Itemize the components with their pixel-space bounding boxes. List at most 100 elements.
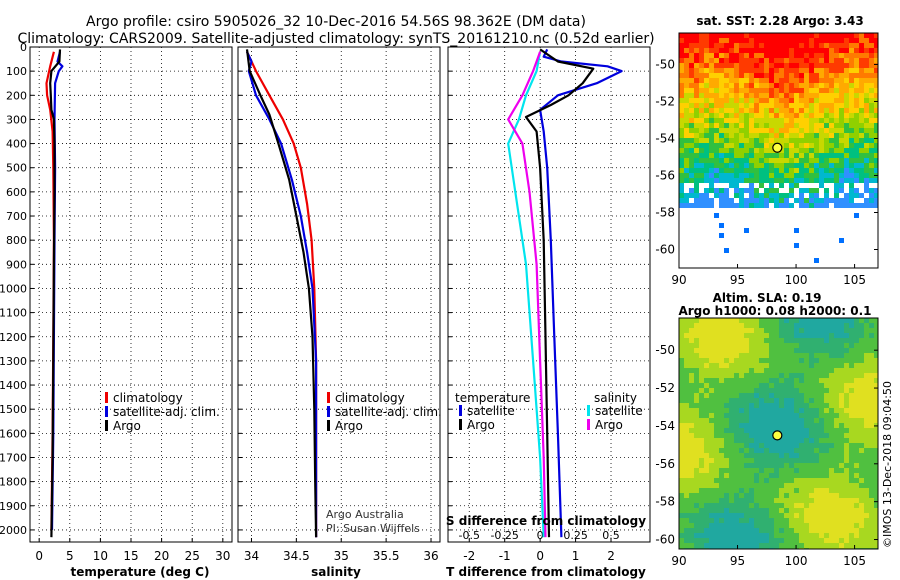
map-cell: [794, 348, 799, 353]
map-cell: [704, 68, 709, 73]
map-cell: [824, 98, 829, 103]
map-cell: [869, 198, 874, 203]
map-cell: [709, 493, 714, 498]
map-cell: [759, 323, 764, 328]
map-cell: [814, 358, 819, 363]
map-cell: [759, 68, 764, 73]
map-cell: [764, 538, 769, 543]
map-cell: [794, 518, 799, 523]
map-cell: [789, 203, 794, 208]
map-cell: [809, 138, 814, 143]
map-cell: [869, 48, 874, 53]
map-cell: [714, 88, 719, 93]
map-cell: [744, 143, 749, 148]
map-cell: [734, 203, 739, 208]
x-tick-label: 25: [185, 549, 200, 563]
map-cell: [839, 528, 844, 533]
map-cell: [834, 458, 839, 463]
map-cell: [719, 433, 724, 438]
map-cell: [729, 83, 734, 88]
map-cell: [754, 493, 759, 498]
map-cell: [774, 343, 779, 348]
map-cell: [689, 463, 694, 468]
map-cell: [759, 448, 764, 453]
map-cell: [694, 63, 699, 68]
map-cell: [839, 83, 844, 88]
map-cell: [694, 488, 699, 493]
series-line-temperature-argo: [524, 48, 595, 538]
map-cell: [724, 468, 729, 473]
map-cell: [719, 48, 724, 53]
map-cell: [829, 328, 834, 333]
map-cell: [804, 133, 809, 138]
map-cell: [784, 448, 789, 453]
map-cell: [819, 103, 824, 108]
map-cell: [829, 523, 834, 528]
map-cell: [864, 158, 869, 163]
map-cell: [789, 188, 794, 193]
map-x-tick-label: 95: [730, 554, 745, 568]
map-cell: [779, 103, 784, 108]
map-cell: [794, 323, 799, 328]
map-cell: [844, 333, 849, 338]
map-cell: [769, 438, 774, 443]
map-cell: [814, 148, 819, 153]
map-cell: [709, 413, 714, 418]
map-cell: [704, 188, 709, 193]
map-cell: [814, 428, 819, 433]
map-cell: [719, 38, 724, 43]
map-cell: [714, 143, 719, 148]
map-cell: [869, 378, 874, 383]
map-cell: [679, 193, 684, 198]
map-cell: [774, 513, 779, 518]
map-cell: [779, 533, 784, 538]
map-cell: [799, 138, 804, 143]
map-cell: [734, 493, 739, 498]
map-cell: [784, 363, 789, 368]
map-cell: [789, 533, 794, 538]
map-cell: [744, 38, 749, 43]
map-cell: [684, 363, 689, 368]
map-cell: [874, 128, 878, 133]
map-cell: [719, 178, 724, 183]
map-cell: [739, 43, 744, 48]
map-cell: [749, 488, 754, 493]
map-cell: [759, 133, 764, 138]
map-cell: [754, 463, 759, 468]
map-cell: [739, 483, 744, 488]
map-cell: [784, 158, 789, 163]
map-cell: [764, 358, 769, 363]
map-cell: [859, 148, 864, 153]
map-cell: [789, 403, 794, 408]
map-cell: [744, 503, 749, 508]
map-cell: [834, 488, 839, 493]
map-cell: [769, 373, 774, 378]
map-cell: [849, 448, 854, 453]
map-cell: [729, 98, 734, 103]
map-cell: [764, 438, 769, 443]
map-cell: [754, 333, 759, 338]
map-cell: [714, 173, 719, 178]
map-cell: [804, 98, 809, 103]
map-cell: [804, 123, 809, 128]
map-cell: [844, 83, 849, 88]
map-cell: [704, 438, 709, 443]
map-cell: [759, 408, 764, 413]
map-cell: [719, 523, 724, 528]
map-cell: [769, 193, 774, 198]
map-cell: [764, 478, 769, 483]
map-cell: [819, 183, 824, 188]
map-cell: [764, 98, 769, 103]
map-cell: [824, 493, 829, 498]
map-cell: [694, 48, 699, 53]
map-cell: [694, 83, 699, 88]
map-cell: [874, 433, 878, 438]
map-cell: [749, 118, 754, 123]
map-cell: [869, 543, 874, 548]
map-cell: [729, 373, 734, 378]
map-cell: [789, 178, 794, 183]
map-cell: [679, 98, 684, 103]
map-cell: [854, 343, 859, 348]
map-cell: [759, 458, 764, 463]
map-cell: [789, 113, 794, 118]
